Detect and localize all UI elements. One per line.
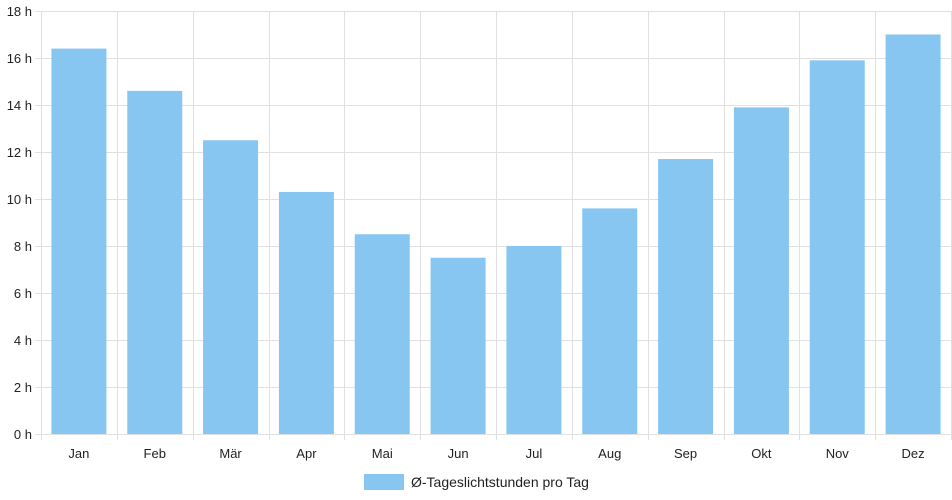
- bar-Mai[interactable]: [354, 234, 410, 434]
- y-tick-label: 6 h: [14, 286, 32, 301]
- bar-Jun[interactable]: [430, 257, 486, 434]
- x-tick-label: Mär: [219, 446, 242, 461]
- bar-Jan[interactable]: [51, 48, 107, 434]
- bar-Nov[interactable]: [809, 60, 865, 434]
- bar-Mär[interactable]: [203, 140, 259, 434]
- bars: [51, 34, 941, 435]
- x-tick-label: Dez: [902, 446, 925, 461]
- bar-Apr[interactable]: [278, 191, 334, 434]
- bar-Sep[interactable]: [658, 159, 714, 435]
- y-tick-label: 10 h: [7, 192, 32, 207]
- y-axis-ticks: 0 h 2 h 4 h 6 h 8 h 10 h 12 h 14 h 16 h 18 h: [7, 4, 32, 442]
- x-tick-label: Jun: [448, 446, 469, 461]
- bar-Feb[interactable]: [127, 90, 183, 435]
- y-tick-label: 18 h: [7, 4, 32, 19]
- legend[interactable]: Ø-Tageslichtstunden pro Tag: [364, 474, 589, 490]
- x-tick-label: Aug: [598, 446, 621, 461]
- legend-label[interactable]: Ø-Tageslichtstunden pro Tag: [411, 474, 589, 490]
- bar-Okt[interactable]: [733, 107, 789, 434]
- x-tick-label: Sep: [674, 446, 697, 461]
- bar-Jul[interactable]: [506, 246, 562, 434]
- x-axis-ticks: Jan Feb Mär Apr Mai Jun Jul Aug Sep Okt Nov Dez: [68, 446, 924, 461]
- y-tick-label: 16 h: [7, 51, 32, 66]
- x-tick-label: Mai: [372, 446, 393, 461]
- legend-swatch[interactable]: [364, 474, 404, 490]
- x-tick-label: Jan: [68, 446, 89, 461]
- y-tick-label: 2 h: [14, 380, 32, 395]
- y-tick-label: 0 h: [14, 427, 32, 442]
- y-tick-label: 8 h: [14, 239, 32, 254]
- y-tick-label: 12 h: [7, 145, 32, 160]
- y-tick-label: 4 h: [14, 333, 32, 348]
- x-tick-label: Jul: [526, 446, 543, 461]
- bar-Dez[interactable]: [885, 34, 941, 435]
- x-tick-label: Nov: [826, 446, 850, 461]
- bar-Aug[interactable]: [582, 208, 638, 434]
- x-tick-label: Apr: [296, 446, 317, 461]
- x-tick-label: Feb: [144, 446, 166, 461]
- y-tick-label: 14 h: [7, 98, 32, 113]
- x-tick-label: Okt: [751, 446, 772, 461]
